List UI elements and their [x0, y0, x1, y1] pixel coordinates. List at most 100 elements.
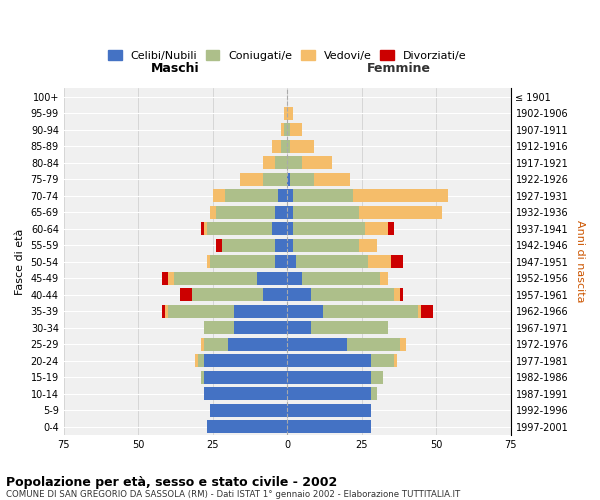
Bar — [210, 256, 275, 268]
Bar — [257, 272, 287, 284]
Bar — [287, 354, 371, 368]
Bar — [365, 222, 388, 235]
Bar — [168, 272, 174, 284]
Bar — [287, 388, 371, 400]
Bar — [210, 404, 287, 417]
Bar — [192, 288, 263, 301]
Bar — [371, 388, 377, 400]
Text: Popolazione per età, sesso e stato civile - 2002: Popolazione per età, sesso e stato civil… — [6, 476, 337, 489]
Bar — [287, 305, 323, 318]
Bar — [216, 206, 275, 218]
Bar — [287, 123, 290, 136]
Bar — [287, 222, 293, 235]
Y-axis label: Fasce di età: Fasce di età — [15, 228, 25, 295]
Bar — [293, 189, 353, 202]
Text: Femmine: Femmine — [367, 62, 431, 75]
Bar — [287, 256, 296, 268]
Bar — [311, 322, 388, 334]
Bar — [359, 206, 442, 218]
Bar — [290, 172, 314, 186]
Bar — [174, 272, 257, 284]
Bar — [293, 206, 359, 218]
Bar — [198, 354, 204, 368]
Bar — [216, 239, 221, 252]
Bar — [207, 256, 210, 268]
Text: Maschi: Maschi — [151, 62, 200, 75]
Bar — [278, 189, 287, 202]
Bar — [290, 140, 314, 152]
Bar — [287, 189, 293, 202]
Bar — [287, 106, 293, 120]
Bar — [287, 239, 293, 252]
Bar — [394, 354, 397, 368]
Bar — [275, 156, 287, 169]
Bar — [284, 106, 287, 120]
Bar — [272, 222, 287, 235]
Bar — [204, 322, 233, 334]
Bar — [323, 305, 418, 318]
Bar — [201, 371, 204, 384]
Bar — [311, 288, 394, 301]
Bar — [195, 354, 198, 368]
Bar — [371, 371, 383, 384]
Bar — [204, 338, 227, 351]
Bar — [204, 222, 207, 235]
Bar — [391, 256, 403, 268]
Bar — [347, 338, 400, 351]
Bar — [302, 156, 332, 169]
Bar — [272, 140, 281, 152]
Bar — [287, 272, 302, 284]
Text: COMUNE DI SAN GREGORIO DA SASSOLA (RM) - Dati ISTAT 1° gennaio 2002 - Elaborazio: COMUNE DI SAN GREGORIO DA SASSOLA (RM) -… — [6, 490, 460, 499]
Bar — [275, 256, 287, 268]
Bar — [204, 354, 287, 368]
Bar — [204, 371, 287, 384]
Bar — [233, 305, 287, 318]
Bar — [263, 172, 287, 186]
Bar — [207, 420, 287, 434]
Legend: Celibi/Nubili, Coniugati/e, Vedovi/e, Divorziati/e: Celibi/Nubili, Coniugati/e, Vedovi/e, Di… — [104, 46, 470, 65]
Bar — [293, 239, 359, 252]
Bar — [394, 288, 400, 301]
Bar — [281, 123, 284, 136]
Bar — [388, 222, 394, 235]
Bar — [287, 156, 302, 169]
Bar — [207, 222, 272, 235]
Bar — [281, 140, 287, 152]
Bar — [239, 172, 263, 186]
Bar — [421, 305, 433, 318]
Bar — [287, 404, 371, 417]
Bar — [204, 388, 287, 400]
Bar — [263, 288, 287, 301]
Bar — [293, 222, 365, 235]
Bar — [287, 206, 293, 218]
Bar — [213, 189, 224, 202]
Bar — [227, 338, 287, 351]
Y-axis label: Anni di nascita: Anni di nascita — [575, 220, 585, 303]
Bar — [165, 305, 168, 318]
Bar — [302, 272, 380, 284]
Bar — [210, 206, 216, 218]
Bar — [287, 322, 311, 334]
Bar — [287, 140, 290, 152]
Bar — [162, 272, 168, 284]
Bar — [275, 206, 287, 218]
Bar — [314, 172, 350, 186]
Bar — [400, 288, 403, 301]
Bar — [224, 189, 278, 202]
Bar — [359, 239, 377, 252]
Bar — [371, 354, 394, 368]
Bar — [287, 288, 311, 301]
Bar — [400, 338, 406, 351]
Bar — [287, 338, 347, 351]
Bar — [263, 156, 275, 169]
Bar — [287, 420, 371, 434]
Bar — [275, 239, 287, 252]
Bar — [233, 322, 287, 334]
Bar — [180, 288, 192, 301]
Bar — [201, 222, 204, 235]
Bar — [418, 305, 421, 318]
Bar — [221, 239, 275, 252]
Bar — [201, 338, 204, 351]
Bar — [284, 123, 287, 136]
Bar — [162, 305, 165, 318]
